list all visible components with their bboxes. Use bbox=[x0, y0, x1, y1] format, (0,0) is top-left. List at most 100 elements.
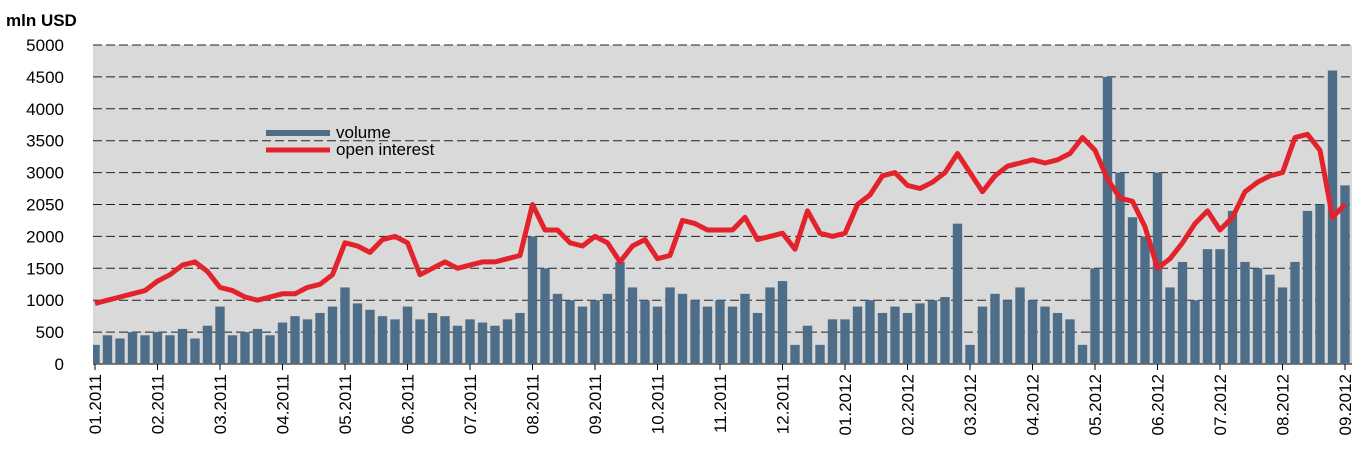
y-tick-label: 5000 bbox=[26, 36, 64, 55]
bar bbox=[1265, 274, 1275, 364]
bar bbox=[615, 261, 625, 364]
bar bbox=[352, 303, 363, 364]
bar bbox=[915, 303, 925, 364]
bar bbox=[1077, 344, 1088, 364]
bar bbox=[140, 335, 150, 364]
bar bbox=[127, 332, 138, 364]
bar bbox=[465, 319, 475, 364]
bar bbox=[440, 316, 450, 364]
bar bbox=[1115, 172, 1125, 364]
bar bbox=[452, 325, 463, 364]
bar bbox=[390, 319, 400, 364]
bar bbox=[1202, 249, 1213, 364]
bar bbox=[477, 322, 488, 364]
bar bbox=[340, 287, 350, 364]
x-tick-label: 02.2012 bbox=[899, 374, 918, 435]
bar bbox=[977, 306, 988, 364]
bar bbox=[902, 312, 913, 364]
x-tick-label: 03.2012 bbox=[961, 374, 980, 435]
bar bbox=[602, 293, 613, 364]
x-tick-label: 12.2011 bbox=[774, 374, 793, 434]
bar bbox=[327, 306, 338, 364]
legend-label: volume bbox=[336, 123, 391, 142]
bar bbox=[1090, 268, 1100, 364]
y-tick-label: 3500 bbox=[26, 132, 64, 151]
y-tick-label: 1000 bbox=[26, 291, 64, 310]
bar bbox=[265, 335, 275, 364]
y-tick-label: 1500 bbox=[26, 259, 64, 278]
bar bbox=[552, 293, 563, 364]
bar bbox=[215, 306, 225, 364]
bar bbox=[1140, 236, 1150, 364]
bar bbox=[115, 338, 125, 364]
bar bbox=[240, 332, 250, 364]
bar bbox=[277, 322, 288, 364]
bar bbox=[640, 300, 650, 364]
bar bbox=[1302, 210, 1313, 364]
x-tick-label: 07.2011 bbox=[461, 374, 480, 434]
bar bbox=[965, 344, 975, 364]
bar bbox=[840, 319, 850, 364]
x-tick-label: 06.2012 bbox=[1149, 374, 1168, 435]
y-tick-label: 4500 bbox=[26, 68, 64, 87]
bar bbox=[302, 319, 313, 364]
bar bbox=[1315, 204, 1325, 364]
bar bbox=[490, 325, 500, 364]
bar bbox=[1052, 312, 1063, 364]
bar bbox=[527, 236, 538, 364]
bar bbox=[1215, 249, 1225, 364]
x-tick-label: 03.2011 bbox=[211, 374, 230, 434]
x-tick-label: 01.2012 bbox=[836, 374, 855, 435]
y-tick-label: 3000 bbox=[26, 164, 64, 183]
bar bbox=[93, 344, 100, 364]
bar bbox=[815, 344, 825, 364]
bar bbox=[102, 335, 113, 364]
bar bbox=[315, 312, 325, 364]
bar bbox=[1340, 185, 1350, 364]
bar bbox=[665, 287, 675, 364]
x-tick-label: 05.2012 bbox=[1086, 374, 1105, 435]
bar bbox=[502, 319, 513, 364]
x-tick-label: 04.2011 bbox=[274, 374, 293, 434]
bar bbox=[940, 297, 950, 364]
x-tick-label: 02.2011 bbox=[149, 374, 168, 434]
bar bbox=[1065, 319, 1075, 364]
x-tick-label: 11.2011 bbox=[711, 374, 730, 433]
y-tick-label: 2050 bbox=[26, 196, 64, 215]
bar bbox=[777, 281, 788, 364]
bar bbox=[927, 300, 938, 364]
bar bbox=[952, 223, 963, 364]
bar bbox=[152, 332, 163, 364]
bar bbox=[402, 306, 413, 364]
bar bbox=[565, 300, 575, 364]
bar bbox=[415, 319, 425, 364]
bar bbox=[427, 312, 438, 364]
bar bbox=[865, 300, 875, 364]
x-tick-label: 09.2011 bbox=[586, 374, 605, 434]
bar bbox=[365, 309, 375, 364]
bar bbox=[227, 335, 238, 364]
bar bbox=[677, 293, 688, 364]
x-tick-label: 08.2011 bbox=[524, 374, 543, 434]
x-tick-label: 04.2012 bbox=[1024, 374, 1043, 435]
bar bbox=[790, 344, 800, 364]
bar bbox=[252, 328, 263, 364]
bar bbox=[1177, 261, 1188, 364]
bar bbox=[1002, 300, 1013, 364]
x-tick-label: 06.2011 bbox=[399, 374, 418, 434]
bar bbox=[1240, 261, 1250, 364]
bar bbox=[290, 316, 300, 364]
bar bbox=[890, 306, 900, 364]
bar bbox=[1015, 287, 1025, 364]
bar bbox=[190, 338, 200, 364]
y-tick-label: 4000 bbox=[26, 100, 64, 119]
y-tick-label: 0 bbox=[55, 355, 64, 374]
bar bbox=[1127, 217, 1138, 364]
bar bbox=[577, 306, 588, 364]
bar bbox=[1277, 287, 1288, 364]
bar bbox=[827, 319, 838, 364]
y-axis-label: mln USD bbox=[6, 11, 77, 30]
x-tick-label: 10.2011 bbox=[649, 374, 668, 434]
bar bbox=[690, 300, 700, 364]
x-tick-label: 01.2011 bbox=[86, 374, 105, 434]
